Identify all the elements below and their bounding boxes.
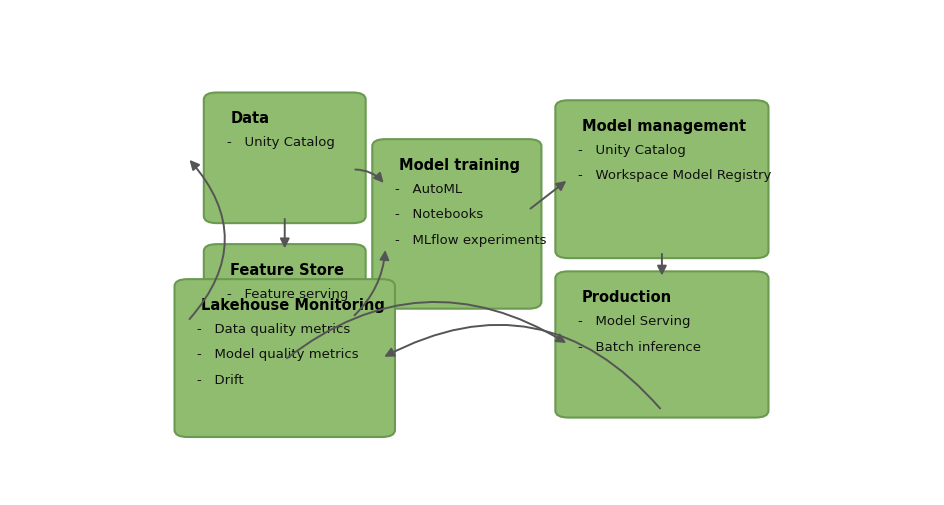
FancyBboxPatch shape [372,139,541,309]
FancyBboxPatch shape [204,92,365,223]
Text: Data: Data [230,111,269,126]
Text: -   Model Serving: - Model Serving [578,315,690,328]
FancyBboxPatch shape [555,271,767,418]
Text: -   Unity Catalog: - Unity Catalog [227,136,334,149]
Text: -   Notebooks: - Notebooks [395,209,482,221]
FancyBboxPatch shape [555,100,767,258]
Text: -   Batch inference: - Batch inference [578,340,700,353]
Text: -   Drift: - Drift [197,374,244,387]
Text: -   Model quality metrics: - Model quality metrics [197,348,359,362]
Text: Model training: Model training [398,158,519,173]
FancyBboxPatch shape [204,244,365,367]
Text: Production: Production [582,290,671,305]
Text: -   Feature serving: - Feature serving [227,288,347,301]
Text: -   Unity Catalog: - Unity Catalog [578,144,685,157]
Text: -   MLflow experiments: - MLflow experiments [395,234,546,246]
Text: -   AutoML: - AutoML [395,183,462,196]
Text: Feature Store: Feature Store [230,263,344,278]
FancyBboxPatch shape [175,279,395,437]
Text: -   Workspace Model Registry: - Workspace Model Registry [578,170,770,182]
Text: Lakehouse Monitoring: Lakehouse Monitoring [201,298,384,313]
Text: -   Data quality metrics: - Data quality metrics [197,323,350,336]
Text: Model management: Model management [582,119,745,134]
